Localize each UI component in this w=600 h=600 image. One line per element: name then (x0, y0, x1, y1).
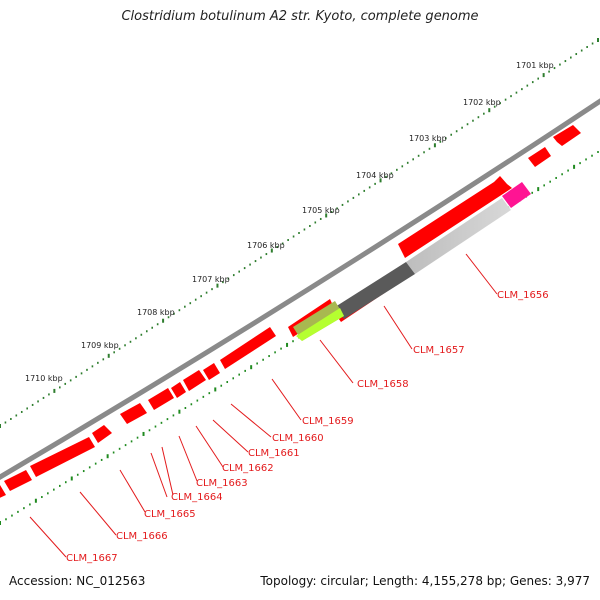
kbp-label: 1708 kbp (137, 308, 175, 317)
gene-arrow[interactable] (553, 125, 581, 146)
gene-label[interactable]: CLM_1659 (302, 416, 354, 427)
gene-arrow[interactable] (183, 370, 206, 391)
gene-arrow[interactable] (203, 363, 220, 380)
gene-label[interactable]: CLM_1662 (222, 463, 274, 474)
gene-label[interactable]: CLM_1660 (272, 433, 324, 444)
kbp-label: 1703 kbp (409, 134, 447, 143)
kbp-label: 1704 kbp (356, 171, 394, 180)
gene-bar-clm-1657-light[interactable] (406, 198, 511, 274)
gene-label[interactable]: CLM_1665 (144, 509, 196, 520)
gene-label[interactable]: CLM_1667 (66, 553, 118, 564)
gene-bar-clm-1656[interactable] (502, 182, 531, 208)
accession-text: Accession: NC_012563 (9, 574, 146, 588)
gene-label[interactable]: CLM_1666 (116, 531, 168, 542)
kbp-label: 1701 kbp (516, 61, 554, 70)
gene-bar-clm-1658-fill (296, 308, 344, 341)
gene-arrow[interactable] (171, 382, 186, 398)
gene-label[interactable]: CLM_1656 (497, 290, 549, 301)
gene-label[interactable]: CLM_1664 (171, 492, 223, 503)
kbp-label: 1702 kbp (463, 98, 501, 107)
gene-label[interactable]: CLM_1663 (196, 478, 248, 489)
kbp-label: 1710 kbp (25, 374, 63, 383)
outer-tick-track (0, 38, 599, 428)
kbp-label: 1705 kbp (302, 206, 340, 215)
gene-arrow[interactable] (528, 147, 551, 167)
leader-lines (29, 253, 498, 558)
map-title: Clostridium botulinum A2 str. Kyoto, com… (121, 9, 479, 24)
gene-arrow[interactable] (220, 327, 276, 369)
gene-label[interactable]: CLM_1661 (248, 448, 300, 459)
kbp-label: 1707 kbp (192, 275, 230, 284)
genome-summary-text: Topology: circular; Length: 4,155,278 bp… (260, 574, 590, 588)
gene-arrow[interactable] (398, 176, 512, 258)
gene-arrow[interactable] (92, 425, 112, 443)
kbp-label: 1706 kbp (247, 241, 285, 250)
gene-arrow[interactable] (0, 485, 6, 500)
gene-arrow[interactable] (30, 437, 95, 477)
kbp-label: 1709 kbp (81, 341, 119, 350)
genome-backbone (0, 98, 600, 480)
gene-bar-clm-1657[interactable] (335, 262, 415, 319)
gene-arrow[interactable] (148, 388, 174, 410)
gene-arrow[interactable] (4, 470, 32, 491)
gene-label[interactable]: CLM_1657 (413, 345, 465, 356)
gene-arrow[interactable] (120, 403, 147, 424)
gene-label[interactable]: CLM_1658 (357, 379, 409, 390)
